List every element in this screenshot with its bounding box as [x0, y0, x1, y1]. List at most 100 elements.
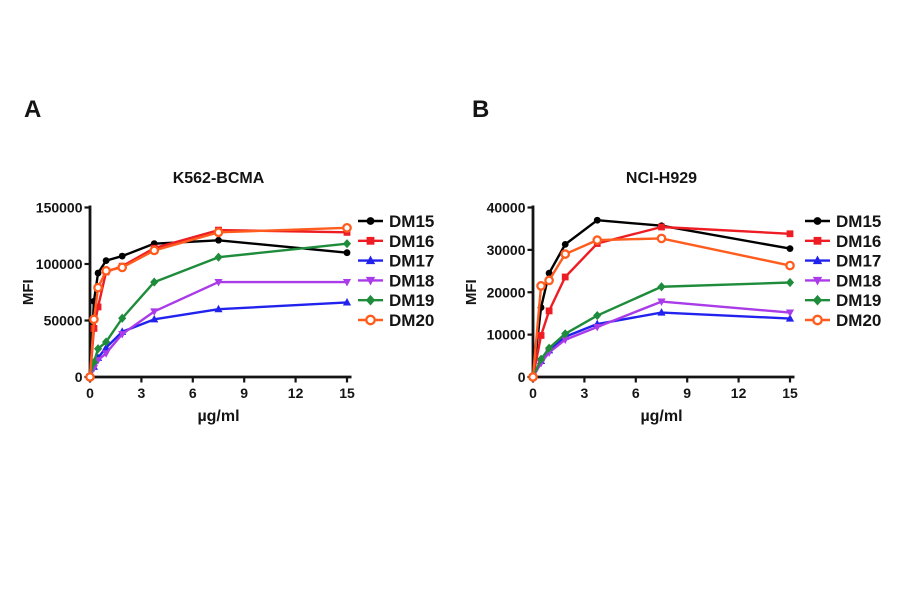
series-DM15-point-circle-icon [545, 269, 553, 277]
legend-label: DM19 [836, 291, 881, 310]
series-DM16-point-square-icon [561, 273, 569, 281]
legend-circle-icon [366, 217, 375, 225]
y-axis-title: MFI [20, 279, 37, 305]
series-DM18-point-triangle-down-icon [118, 331, 127, 339]
x-tick-label: 0 [86, 385, 94, 401]
series-DM19-point-diamond-icon [657, 282, 666, 292]
series-DM18-point-triangle-down-icon [593, 323, 602, 332]
panel-label: B [472, 96, 489, 123]
x-tick-label: 0 [529, 385, 537, 401]
y-axis-title: MFI [463, 279, 480, 305]
series-DM19-point-diamond-icon [102, 337, 111, 347]
series-DM18-point-triangle-down-icon [342, 279, 352, 287]
series-DM19-point-diamond-icon [214, 252, 223, 262]
y-tick-label: 10000 [487, 327, 526, 343]
series-DM20-point-open-circle-icon [117, 262, 128, 273]
y-tick-label: 40000 [487, 200, 526, 216]
series-DM16-point-square-icon [94, 303, 102, 311]
series-DM15-point-circle-icon [102, 257, 110, 265]
y-tick-label: 0 [75, 369, 83, 385]
panel-label: A [24, 96, 41, 123]
legend-diamond-icon [365, 294, 376, 306]
x-tick-label: 15 [782, 385, 798, 401]
legend-open-circle-icon [365, 314, 376, 326]
series-DM20-line [88, 226, 348, 378]
series-DM19-point-diamond-icon [545, 343, 554, 353]
series-DM20-point-open-circle-icon [656, 233, 667, 244]
x-axis-title: µg/ml [197, 408, 239, 425]
x-tick-label: 9 [240, 385, 248, 401]
series-DM19-point-diamond-icon [118, 313, 127, 323]
legend-item-DM18: DM18 [805, 271, 881, 290]
series-DM20-point-open-circle-icon [536, 281, 546, 291]
legend-square-icon [813, 236, 822, 245]
legend-item-DM15: DM15 [358, 212, 434, 231]
series-DM19-line [531, 281, 791, 378]
series-DM20-point-open-circle-icon [89, 314, 99, 325]
series-DM17-line [88, 301, 348, 378]
series-DM17-line [531, 311, 791, 378]
series-DM20-point-open-circle-icon [342, 222, 352, 233]
y-tick-label: 20000 [487, 284, 526, 300]
series-DM19-point-diamond-icon [561, 329, 570, 339]
y-tick-label: 30000 [487, 242, 526, 258]
series-DM17-point-triangle-up-icon [785, 314, 795, 322]
series-DM15-point-circle-icon [561, 240, 569, 248]
legend-item-DM20: DM20 [805, 311, 881, 330]
legend-item-DM19: DM19 [805, 291, 881, 310]
series-DM16-point-square-icon [545, 307, 553, 315]
x-tick-label: 15 [339, 385, 355, 401]
legend-label: DM15 [836, 212, 881, 231]
series-DM20-point-open-circle-icon [785, 260, 795, 271]
chart-title: NCI-H929 [626, 170, 697, 187]
series-DM18-point-triangle-down-icon [657, 298, 666, 306]
x-axis-title: µg/ml [640, 408, 682, 425]
series-DM19-point-diamond-icon [593, 310, 602, 321]
legend-triangle-down-icon [365, 276, 376, 286]
legend-item-DM17: DM17 [358, 252, 434, 271]
series-DM16-point-square-icon [537, 332, 545, 339]
x-tick-label: 12 [288, 385, 304, 401]
legend-item-DM20: DM20 [358, 311, 434, 330]
series-DM17-point-triangle-up-icon [150, 314, 159, 323]
panel-a: A K562-BCMA 0 50000 100000 150000 0 3 6 9 12 15 MFI µ… [20, 96, 434, 425]
series-DM19-point-diamond-icon [536, 354, 546, 364]
legend-label: DM20 [836, 311, 881, 330]
series-DM20-point-open-circle-icon [528, 372, 538, 382]
series-DM17-point-triangle-up-icon [214, 304, 223, 313]
series-DM18-point-triangle-down-icon [561, 336, 570, 345]
legend-label: DM17 [836, 252, 881, 271]
series-DM17-point-triangle-up-icon [342, 298, 352, 306]
legend-square-icon [366, 236, 375, 245]
legend-label: DM18 [836, 271, 881, 290]
legend-item-DM15: DM15 [805, 212, 881, 231]
legend-open-circle-icon [812, 314, 823, 326]
series-DM17-point-triangle-up-icon [657, 308, 666, 316]
series-DM19-point-diamond-icon [785, 277, 795, 288]
legend-diamond-icon [812, 294, 823, 306]
series-DM15-point-circle-icon [343, 249, 351, 257]
series-DM20-point-open-circle-icon [213, 227, 224, 238]
series-DM15-line [88, 239, 348, 378]
series-DM16-point-square-icon [786, 230, 794, 238]
series-DM16-point-square-icon [658, 223, 665, 231]
series-DM18-point-triangle-down-icon [150, 308, 159, 316]
legend-item-DM18: DM18 [358, 271, 434, 290]
legend-label: DM18 [389, 271, 434, 290]
legend-label: DM16 [389, 232, 434, 251]
series-DM15-point-circle-icon [786, 245, 794, 253]
legend-label: DM16 [836, 232, 881, 251]
series-DM15-point-circle-icon [94, 269, 102, 277]
legend-triangle-up-icon [365, 255, 376, 265]
series-DM18-point-triangle-down-icon [102, 350, 111, 358]
series-DM18-point-triangle-down-icon [214, 279, 223, 287]
series-DM18-line [88, 280, 347, 378]
series-DM20-point-open-circle-icon [560, 249, 571, 259]
x-tick-label: 6 [632, 385, 640, 401]
chart-title: K562-BCMA [173, 170, 265, 187]
series-DM20-point-open-circle-icon [544, 275, 554, 286]
